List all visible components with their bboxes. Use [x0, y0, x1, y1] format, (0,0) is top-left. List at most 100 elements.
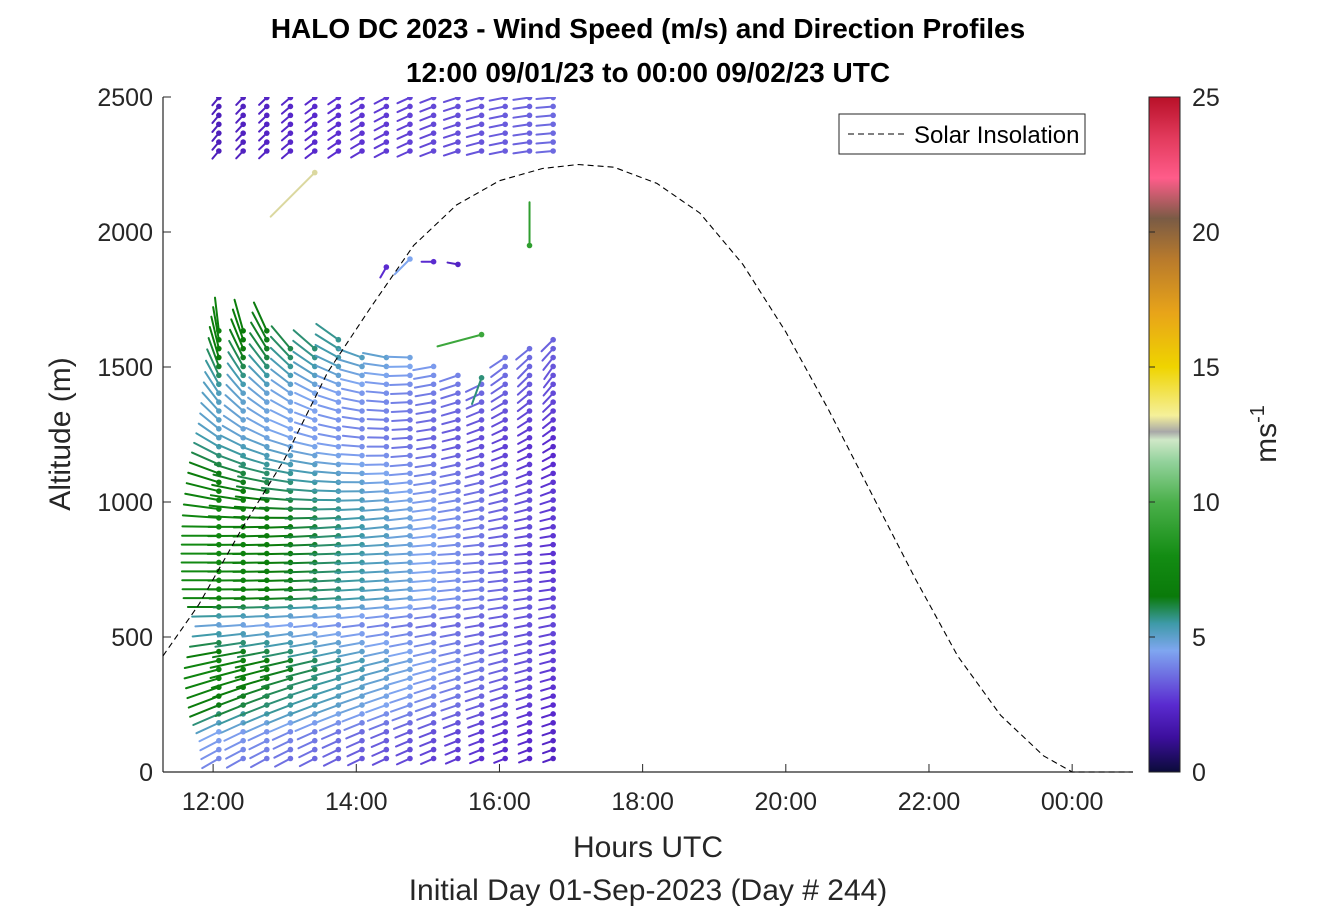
wind-barb-dot: [359, 399, 365, 405]
wind-barb-stick: [251, 311, 268, 341]
wind-barb-stick: [205, 359, 220, 386]
wind-barb-stick: [363, 650, 388, 658]
wind-barb-stick: [201, 757, 220, 770]
wind-barb-dot: [264, 426, 270, 432]
wind-barb-dot: [359, 390, 365, 396]
wind-barb-dot: [240, 103, 246, 110]
wind-barb-stick: [314, 333, 340, 350]
colorbar-tick-label: 0: [1192, 759, 1206, 787]
wind-barb-stick: [411, 499, 435, 504]
wind-barb-stick: [320, 730, 340, 740]
colorbar-tick-label: 20: [1192, 219, 1220, 247]
wind-barb-dot: [502, 568, 508, 575]
wind-barb-dot: [526, 461, 533, 468]
wind-barb-dot: [502, 426, 508, 432]
wind-barb-stick: [214, 641, 245, 648]
wind-barb-dot: [407, 728, 413, 735]
wind-barb-stick: [188, 461, 220, 475]
wind-barb-stick: [438, 668, 459, 676]
wind-barb-dot: [287, 417, 294, 423]
wind-barb-stick: [463, 650, 483, 657]
x-tick-label: 22:00: [898, 788, 961, 816]
plot-area: 0 500 1000 1500 2000 2500 12:00 14:00 16:00 18:0…: [97, 84, 1133, 816]
wind-barb-dot: [311, 417, 318, 423]
wind-barb-stick: [489, 356, 507, 369]
wind-barb-stick: [462, 597, 483, 602]
wind-barb-stick: [249, 332, 268, 359]
wind-barb-dot: [264, 328, 270, 334]
wind-barb-dot: [407, 639, 413, 646]
wind-barb-dot: [430, 390, 437, 396]
wind-barb-stick: [439, 641, 459, 648]
wind-barb-dot: [430, 568, 437, 575]
wind-barb-stick: [193, 441, 220, 457]
wind-barb-stick: [314, 343, 340, 359]
wind-barb-stick: [360, 525, 388, 531]
wind-barb-stick: [341, 397, 364, 404]
wind-barb-stick: [239, 641, 268, 648]
wind-barb-dot: [526, 103, 533, 110]
wind-barb-stick: [186, 650, 220, 659]
wind-barb-stick: [462, 525, 483, 531]
wind-barb-dot: [526, 622, 533, 628]
wind-barb-dot: [311, 452, 318, 459]
wind-barb-dot: [550, 746, 556, 753]
wind-barb-dot: [430, 461, 437, 468]
wind-barb-dot: [335, 648, 342, 655]
wind-barb-stick: [318, 721, 340, 732]
wind-barb-stick: [462, 543, 483, 548]
wind-barb-dot: [359, 639, 365, 646]
wind-barb-stick: [283, 543, 316, 547]
wind-barb-stick: [192, 712, 220, 727]
wind-barb-stick: [391, 418, 411, 422]
wind-barb-dot: [287, 390, 294, 396]
y-tick-label: 2500: [97, 84, 153, 112]
wind-barb-dot: [526, 693, 533, 699]
wind-barb-stick: [309, 516, 340, 521]
wind-barb-dot: [502, 586, 508, 593]
wind-barb-stick: [367, 427, 388, 430]
wind-barb-dot: [455, 693, 461, 699]
wind-barb-stick: [273, 748, 292, 759]
wind-barb-dot: [407, 630, 413, 637]
wind-barb-stick: [334, 552, 364, 556]
wind-barb-dot: [287, 728, 294, 735]
wind-barb-stick: [363, 472, 388, 476]
wind-barb-dot: [550, 630, 556, 637]
wind-barb-dot: [311, 639, 318, 646]
wind-barb-stick: [241, 446, 268, 457]
wind-barb-dot: [455, 97, 461, 101]
wind-barb-dot: [478, 586, 485, 593]
wind-barb-dot: [502, 443, 508, 450]
wind-barb-stick: [241, 632, 268, 638]
wind-barb-dot: [216, 130, 222, 136]
colorbar-tick-label: 15: [1192, 354, 1220, 382]
wind-barb-dot: [455, 746, 461, 753]
wind-barb-dot: [287, 630, 294, 637]
wind-barb-stick: [219, 434, 245, 448]
wind-barb-dot: [335, 639, 342, 646]
wind-barb-dot: [502, 515, 508, 521]
wind-barb-dot: [407, 381, 413, 388]
wind-barb-dot: [264, 103, 270, 110]
wind-barb-dot: [216, 728, 222, 735]
colorbar: 0 5 10 15 20 25 ms-1: [1148, 84, 1283, 787]
wind-barb-dot: [526, 728, 533, 735]
wind-barb-stick: [237, 475, 268, 484]
wind-barb-stick: [341, 416, 364, 421]
x-axis-label: Hours UTC: [573, 831, 723, 864]
wind-barb-stick: [317, 433, 340, 439]
chart-subtitle: 12:00 09/01/23 to 00:00 09/02/23 UTC: [406, 57, 890, 88]
wind-barb-dot: [526, 426, 533, 432]
wind-barb-stick: [238, 465, 268, 475]
wind-barb-dot: [264, 666, 270, 673]
wind-barb-stick: [296, 730, 316, 741]
wind-barb-dot: [264, 470, 270, 477]
wind-barb-dot: [550, 443, 556, 450]
wind-barb-stick: [293, 411, 316, 421]
wind-barb-stick: [317, 413, 340, 421]
wind-barb-dot: [383, 630, 390, 637]
wind-barb-dot: [526, 479, 533, 486]
wind-barb-stick: [361, 499, 388, 503]
wind-barb-stick: [345, 730, 364, 740]
